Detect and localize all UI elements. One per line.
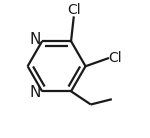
Text: Cl: Cl <box>109 51 122 65</box>
Text: Cl: Cl <box>67 3 81 17</box>
Text: N: N <box>29 85 40 100</box>
Text: N: N <box>29 32 40 47</box>
